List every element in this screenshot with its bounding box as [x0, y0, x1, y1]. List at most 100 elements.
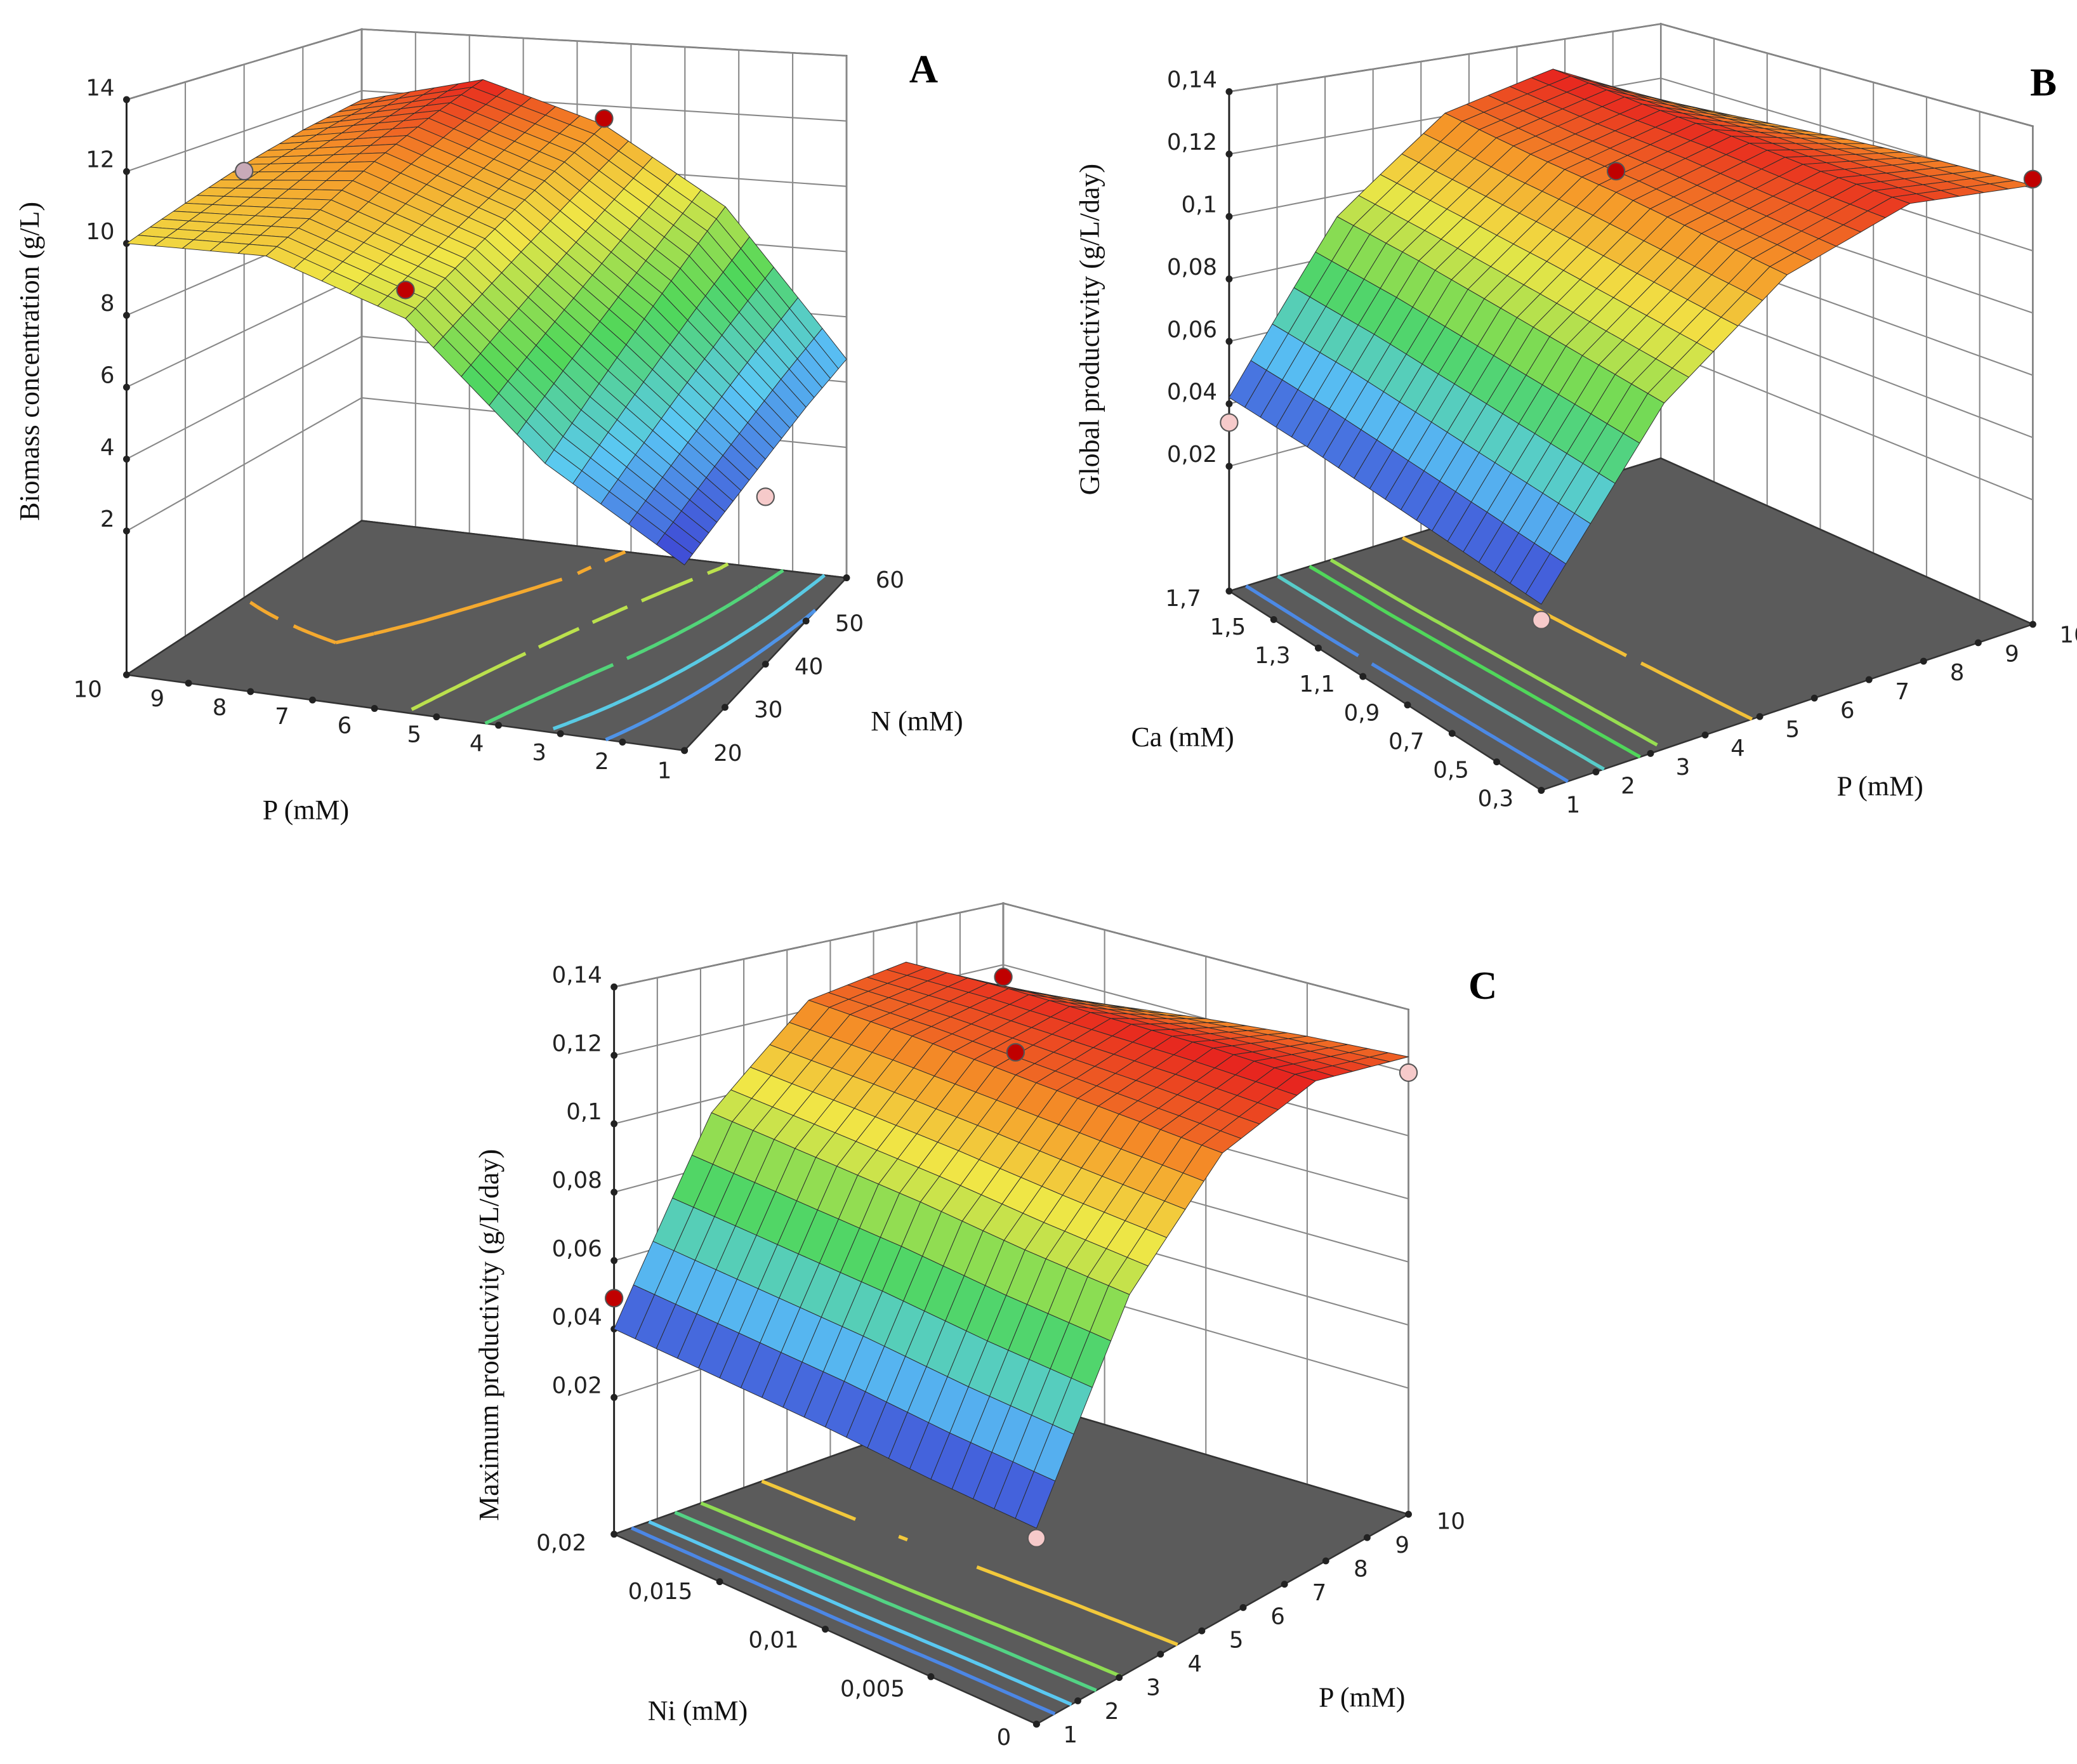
tick-mark — [1225, 463, 1233, 470]
tick-mark — [1865, 676, 1873, 683]
tick-mark — [802, 617, 810, 625]
contour-line — [674, 1511, 1097, 1692]
z-tick-label: 0,02 — [1167, 442, 1217, 468]
y-axis-title: N (mM) — [871, 706, 963, 737]
z-tick-label: 8 — [100, 291, 115, 317]
contour-line — [761, 1479, 1178, 1647]
contour-line — [1309, 565, 1641, 759]
tick-mark — [122, 96, 130, 103]
design-point — [595, 109, 614, 128]
tick-mark — [619, 739, 626, 746]
tick-mark — [122, 168, 130, 175]
tick-mark — [1322, 1557, 1329, 1565]
design-point — [2023, 169, 2043, 188]
surface-panel: 0,02 0,04 0,06 0,08 0,1 0,12 0,14 1 2 3 4 5 6 7 8 9 10 0,… — [1074, 23, 2077, 818]
tick-mark — [557, 730, 564, 737]
z-tick-label: 0,08 — [552, 1168, 602, 1194]
tick-mark — [1225, 400, 1233, 407]
z-axis-title: Biomass concentration (g/L) — [14, 202, 45, 521]
design-point — [1606, 162, 1626, 181]
contour-line — [249, 550, 626, 645]
tick-mark — [1198, 1627, 1206, 1635]
y-tick-label: 60 — [876, 567, 904, 593]
y-tick-label: 50 — [835, 610, 864, 636]
y-tick-label: 0,02 — [536, 1530, 586, 1556]
z-axis-title: Global productivity (g/L/day) — [1074, 164, 1105, 495]
panel-letter: B — [2030, 60, 2057, 104]
x-tick-label: 7 — [1312, 1580, 1327, 1606]
x-tick-label: 1 — [1566, 792, 1581, 818]
tick-mark — [1538, 787, 1545, 794]
tick-mark — [1225, 213, 1233, 220]
design-point — [1532, 610, 1551, 629]
x-tick-label: 9 — [1395, 1532, 1409, 1558]
x-tick-label: 4 — [470, 731, 484, 757]
y-tick-label: 0,3 — [1478, 786, 1514, 812]
x-tick-label: 4 — [1731, 735, 1745, 761]
tick-mark — [1032, 1720, 1040, 1728]
panel-letter: A — [909, 47, 938, 91]
grid-line — [614, 902, 1409, 1010]
y-tick-label: 0,7 — [1388, 728, 1425, 754]
y-tick-label: 20 — [713, 740, 742, 767]
tick-mark — [610, 1257, 618, 1265]
z-tick-label: 14 — [86, 75, 114, 101]
x-tick-label: 6 — [338, 713, 352, 739]
tick-mark — [1493, 758, 1501, 766]
z-tick-label: 6 — [100, 362, 115, 388]
tick-mark — [1225, 275, 1233, 283]
y-tick-label: 0,005 — [840, 1676, 905, 1702]
z-tick-label: 2 — [100, 506, 115, 532]
tick-mark — [1405, 1511, 1412, 1518]
x-tick-label: 10 — [74, 677, 102, 703]
tick-mark — [610, 1051, 618, 1059]
tick-mark — [122, 527, 130, 535]
surface-cell — [1015, 1471, 1056, 1529]
x-tick-label: 7 — [1895, 679, 1909, 705]
design-point — [605, 1289, 624, 1308]
design-point — [994, 968, 1013, 987]
tick-mark — [610, 1530, 618, 1538]
contour-line — [1329, 558, 1658, 747]
x-tick-label: 3 — [532, 740, 546, 766]
x-tick-label: 3 — [1146, 1675, 1161, 1701]
design-point — [756, 487, 775, 506]
x-axis-title: P (mM) — [1836, 771, 1923, 802]
tick-mark — [843, 574, 850, 582]
tick-mark — [1225, 88, 1233, 95]
x-tick-label: 1 — [1063, 1722, 1078, 1748]
x-tick-label: 9 — [2005, 641, 2019, 667]
x-tick-label: 2 — [1105, 1699, 1119, 1725]
x-tick-label: 6 — [1840, 698, 1855, 724]
tick-mark — [1974, 639, 1982, 647]
tick-mark — [1363, 1534, 1371, 1541]
z-tick-label: 4 — [100, 435, 115, 461]
tick-mark — [1920, 657, 1927, 665]
tick-mark — [716, 1578, 723, 1586]
z-tick-label: 0,02 — [552, 1372, 602, 1399]
x-tick-label: 5 — [1229, 1628, 1244, 1654]
tick-mark — [610, 1120, 618, 1128]
y-tick-label: 40 — [795, 654, 823, 680]
z-tick-label: 0,06 — [1167, 317, 1217, 343]
y-tick-label: 30 — [754, 697, 782, 723]
y-tick-label: 0,5 — [1433, 757, 1469, 783]
tick-mark — [433, 713, 440, 721]
panel-letter: C — [1468, 963, 1497, 1008]
y-tick-label: 1,1 — [1299, 671, 1335, 697]
tick-mark — [1116, 1674, 1123, 1682]
y-tick-label: 0 — [997, 1725, 1012, 1751]
design-point — [1006, 1043, 1025, 1062]
tick-mark — [1592, 768, 1600, 775]
surface-cell — [656, 533, 693, 565]
design-point — [235, 161, 254, 181]
tick-mark — [1404, 701, 1411, 709]
tick-mark — [1359, 673, 1367, 680]
tick-mark — [1157, 1650, 1164, 1658]
tick-mark — [1239, 1604, 1247, 1611]
x-tick-label: 5 — [1786, 716, 1800, 742]
design-point — [1027, 1529, 1046, 1548]
y-tick-label: 0,9 — [1344, 700, 1380, 726]
tick-mark — [2029, 621, 2036, 628]
